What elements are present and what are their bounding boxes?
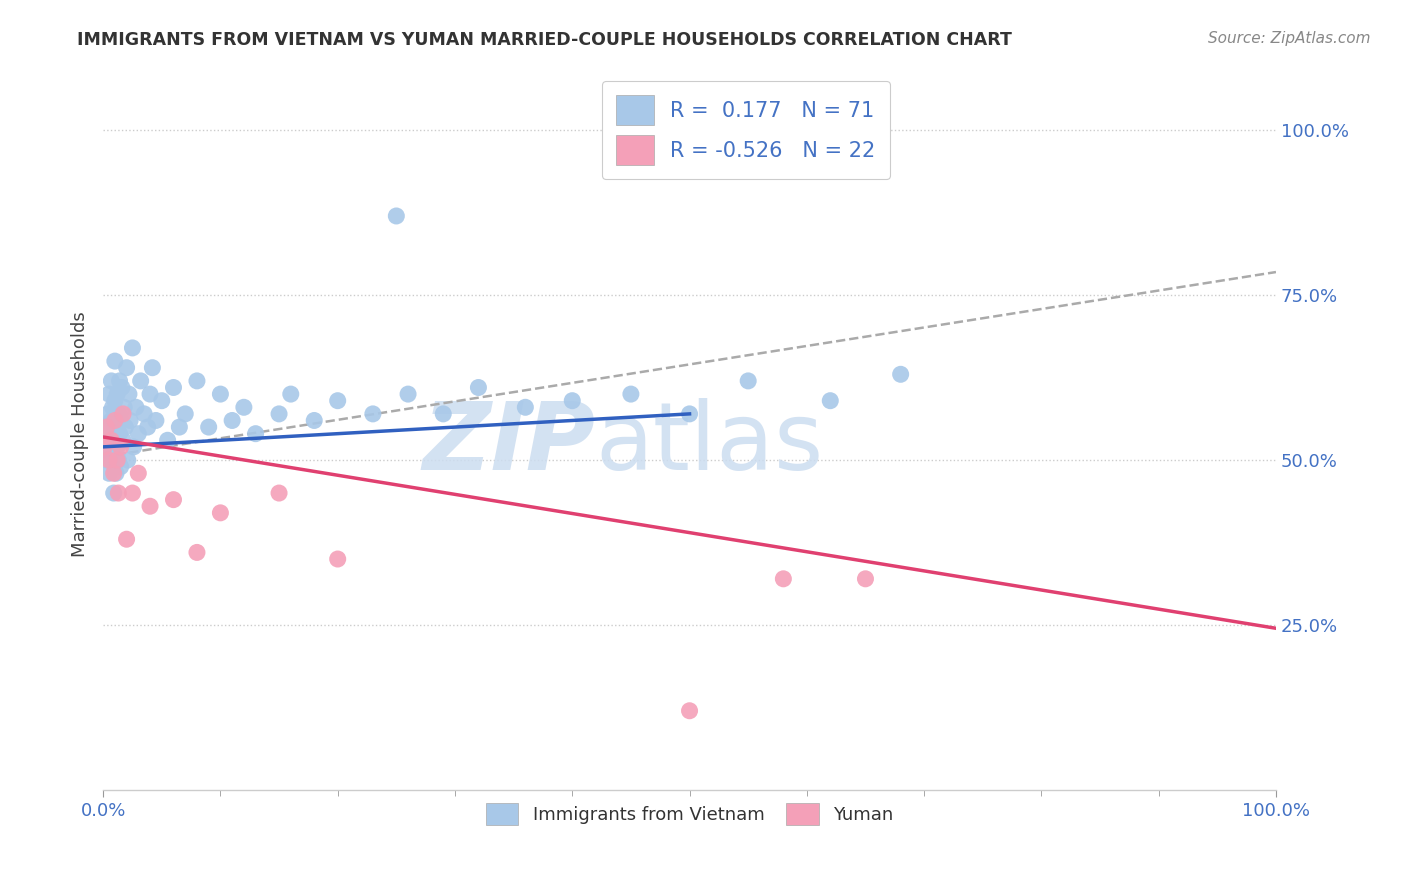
Point <box>209 387 232 401</box>
Point <box>114 420 136 434</box>
Point <box>98 434 121 448</box>
Point <box>117 453 139 467</box>
Point <box>127 426 149 441</box>
Point <box>197 420 219 434</box>
Point <box>108 374 131 388</box>
Point <box>96 453 118 467</box>
Point <box>820 393 842 408</box>
Point <box>100 434 122 448</box>
Point <box>467 380 489 394</box>
Point <box>112 407 135 421</box>
Point <box>107 486 129 500</box>
Point <box>620 387 643 401</box>
Point <box>101 453 124 467</box>
Point <box>145 413 167 427</box>
Text: IMMIGRANTS FROM VIETNAM VS YUMAN MARRIED-COUPLE HOUSEHOLDS CORRELATION CHART: IMMIGRANTS FROM VIETNAM VS YUMAN MARRIED… <box>77 31 1012 49</box>
Point <box>112 401 135 415</box>
Point <box>139 387 162 401</box>
Point <box>772 572 794 586</box>
Text: ZIP: ZIP <box>423 399 596 491</box>
Point <box>96 420 118 434</box>
Point <box>209 506 232 520</box>
Point <box>396 387 419 401</box>
Point <box>110 440 132 454</box>
Point <box>515 401 537 415</box>
Point <box>174 407 197 421</box>
Point <box>127 467 149 481</box>
Point <box>105 467 128 481</box>
Point <box>94 420 117 434</box>
Point <box>93 440 115 454</box>
Point <box>98 387 121 401</box>
Point <box>186 545 208 559</box>
Point <box>186 374 208 388</box>
Legend: Immigrants from Vietnam, Yuman: Immigrants from Vietnam, Yuman <box>477 794 903 834</box>
Point <box>98 467 121 481</box>
Point <box>104 413 127 427</box>
Point <box>105 453 128 467</box>
Point <box>245 426 267 441</box>
Point <box>134 407 156 421</box>
Point <box>107 407 129 421</box>
Point <box>139 500 162 514</box>
Point <box>110 459 132 474</box>
Text: atlas: atlas <box>596 399 824 491</box>
Point <box>737 374 759 388</box>
Point <box>125 401 148 415</box>
Point <box>98 453 121 467</box>
Point <box>141 360 163 375</box>
Point <box>361 407 384 421</box>
Point <box>267 407 290 421</box>
Point <box>432 407 454 421</box>
Point <box>121 486 143 500</box>
Point <box>105 420 128 434</box>
Point <box>561 393 583 408</box>
Point <box>120 413 142 427</box>
Point <box>267 486 290 500</box>
Point <box>105 440 128 454</box>
Point <box>326 552 349 566</box>
Point <box>162 492 184 507</box>
Y-axis label: Married-couple Households: Married-couple Households <box>72 310 89 557</box>
Point <box>104 354 127 368</box>
Point <box>302 413 325 427</box>
Point <box>169 420 191 434</box>
Point <box>104 393 127 408</box>
Point <box>121 341 143 355</box>
Point <box>103 486 125 500</box>
Point <box>162 380 184 394</box>
Point <box>100 413 122 427</box>
Point <box>115 360 138 375</box>
Point <box>122 440 145 454</box>
Point <box>890 368 912 382</box>
Point <box>101 401 124 415</box>
Point <box>150 393 173 408</box>
Point <box>232 401 254 415</box>
Point <box>104 440 127 454</box>
Point <box>326 393 349 408</box>
Point <box>110 413 132 427</box>
Point <box>385 209 408 223</box>
Point <box>103 426 125 441</box>
Point <box>107 453 129 467</box>
Point <box>115 533 138 547</box>
Point <box>105 387 128 401</box>
Point <box>678 407 700 421</box>
Point <box>93 440 115 454</box>
Point <box>112 434 135 448</box>
Point <box>678 704 700 718</box>
Point <box>118 387 141 401</box>
Point <box>855 572 877 586</box>
Point <box>97 407 120 421</box>
Point <box>108 426 131 441</box>
Point <box>136 420 159 434</box>
Point <box>156 434 179 448</box>
Point <box>111 380 134 394</box>
Point <box>221 413 243 427</box>
Point <box>129 374 152 388</box>
Text: Source: ZipAtlas.com: Source: ZipAtlas.com <box>1208 31 1371 46</box>
Point <box>103 467 125 481</box>
Point <box>100 374 122 388</box>
Point <box>280 387 302 401</box>
